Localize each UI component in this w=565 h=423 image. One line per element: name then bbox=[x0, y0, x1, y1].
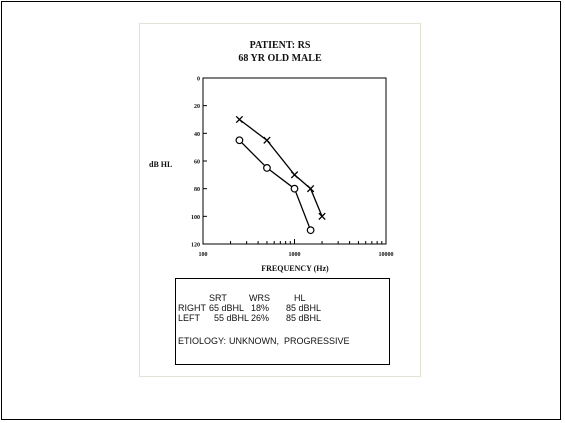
x-marker-stroke bbox=[318, 212, 326, 220]
x-tick-label: 100 bbox=[199, 252, 208, 258]
left-ear-label: LEFT bbox=[178, 313, 201, 323]
y-tick-label: 80 bbox=[194, 187, 200, 193]
etiology-value: UNKNOWN, bbox=[229, 336, 279, 346]
x-tick-label: 10000 bbox=[379, 252, 394, 258]
header-wrs: WRS bbox=[249, 293, 270, 303]
x-series-line bbox=[239, 118, 323, 217]
x-tick-label: 1000 bbox=[289, 252, 301, 258]
etiology-value-2: PROGRESSIVE bbox=[284, 336, 350, 346]
x-marker bbox=[306, 185, 315, 193]
y-tick-label: 120 bbox=[191, 243, 200, 249]
o-marker bbox=[263, 164, 271, 172]
left-srt: 55 dBHL bbox=[214, 313, 250, 323]
right-ear-label: RIGHT bbox=[178, 303, 206, 313]
left-wrs: 26% bbox=[251, 313, 270, 323]
x-marker bbox=[263, 136, 271, 144]
etiology-label: ETIOLOGY: bbox=[178, 336, 227, 346]
y-tick-label: 20 bbox=[194, 104, 200, 110]
header-hl: HL bbox=[294, 293, 306, 303]
o-marker bbox=[306, 226, 315, 235]
results-box: SRT WRS HL RIGHT 65 dBHL 18% 85 dBHL LEF… bbox=[175, 278, 390, 365]
x-marker bbox=[290, 171, 299, 179]
right-wrs: 18% bbox=[251, 303, 270, 313]
y-axis: 0 20 40 60 80 100 120 bbox=[191, 77, 207, 249]
y-tick-label: 100 bbox=[191, 215, 200, 221]
o-marker bbox=[235, 136, 244, 145]
right-srt: 65 dBHL bbox=[209, 303, 245, 313]
patient-title: PATIENT: RS bbox=[249, 40, 311, 51]
x-marker-stroke bbox=[306, 185, 315, 193]
patient-subtitle: 68 YR OLD MALE bbox=[238, 53, 322, 64]
x-marker bbox=[318, 212, 326, 220]
audiogram-chart: 0 20 40 60 80 100 120 100 1000 10000 dB HL FREQU… bbox=[149, 77, 394, 274]
left-hl: 85 dBHL bbox=[286, 313, 322, 323]
series-layer bbox=[235, 115, 326, 235]
plot-area bbox=[202, 77, 387, 245]
x-axis: 100 1000 10000 bbox=[199, 239, 394, 258]
y-axis-label: dB HL bbox=[149, 160, 172, 169]
o-series-line bbox=[238, 139, 312, 231]
x-marker-stroke bbox=[235, 115, 244, 124]
header-srt: SRT bbox=[209, 293, 227, 303]
audiogram-card: PATIENT: RS 68 YR OLD MALE 0 20 40 60 80 100 1… bbox=[139, 23, 421, 377]
y-tick-label: 0 bbox=[197, 77, 200, 83]
x-marker-stroke bbox=[290, 171, 299, 179]
x-marker bbox=[235, 115, 244, 124]
y-tick-label: 40 bbox=[194, 132, 200, 138]
right-hl: 85 dBHL bbox=[286, 303, 322, 313]
o-marker bbox=[290, 184, 299, 193]
x-axis-label: FREQUENCY (Hz) bbox=[261, 264, 329, 273]
y-tick-label: 60 bbox=[194, 160, 200, 166]
x-marker-stroke bbox=[263, 136, 271, 144]
